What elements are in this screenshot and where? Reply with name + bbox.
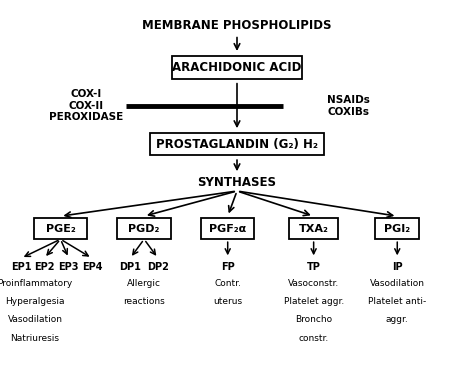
Text: Broncho: Broncho [295,316,332,325]
Text: SYNTHASES: SYNTHASES [198,176,276,189]
Text: PROSTAGLANDIN (G₂) H₂: PROSTAGLANDIN (G₂) H₂ [156,138,318,151]
Text: Platelet aggr.: Platelet aggr. [283,297,344,306]
Text: Allergic: Allergic [127,279,161,288]
Text: Proinflammatory: Proinflammatory [0,279,73,288]
Text: Vasodilation: Vasodilation [8,316,63,325]
Bar [375,218,419,239]
Text: Vasoconstr.: Vasoconstr. [288,279,339,288]
Text: PGF₂α: PGF₂α [209,224,246,234]
Bar [289,218,338,239]
Text: uterus: uterus [213,297,242,306]
Text: DP2: DP2 [147,262,169,272]
Text: constr.: constr. [299,334,329,343]
Text: EP3: EP3 [59,262,79,272]
Bar [118,218,171,239]
Text: ARACHIDONIC ACID: ARACHIDONIC ACID [173,61,301,74]
Text: reactions: reactions [123,297,165,306]
Text: IP: IP [392,262,402,272]
Text: DP1: DP1 [119,262,141,272]
Text: Platelet anti-: Platelet anti- [368,297,427,306]
Text: EP4: EP4 [82,262,102,272]
Text: PGE₂: PGE₂ [46,224,75,234]
Text: TP: TP [307,262,320,272]
Text: Hyperalgesia: Hyperalgesia [5,297,64,306]
Text: COX-I
COX-II
PEROXIDASE: COX-I COX-II PEROXIDASE [49,89,123,122]
Text: NSAIDs
COXIBs: NSAIDs COXIBs [327,95,370,116]
Bar [150,133,324,155]
Text: TXA₂: TXA₂ [299,224,328,234]
Text: aggr.: aggr. [386,316,409,325]
Text: FP: FP [221,262,235,272]
Text: MEMBRANE PHOSPHOLIPIDS: MEMBRANE PHOSPHOLIPIDS [142,18,332,31]
Text: EP2: EP2 [34,262,55,272]
Text: EP1: EP1 [11,262,31,272]
Bar [172,56,302,79]
Bar [34,218,87,239]
Text: PGD₂: PGD₂ [128,224,160,234]
Text: Contr.: Contr. [214,279,241,288]
Text: Vasodilation: Vasodilation [370,279,425,288]
Bar [201,218,255,239]
Text: Natriuresis: Natriuresis [10,334,59,343]
Text: PGI₂: PGI₂ [384,224,410,234]
